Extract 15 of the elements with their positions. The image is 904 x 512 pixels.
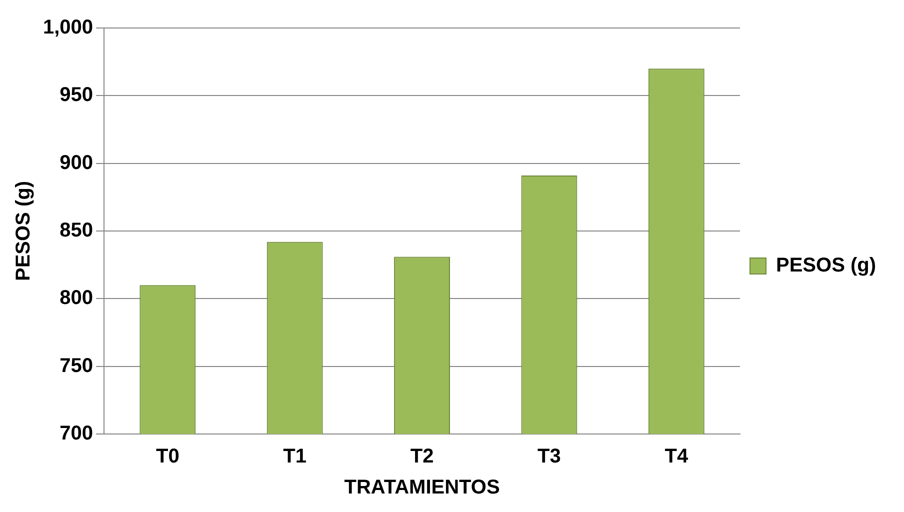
x-tick-label: T1	[283, 446, 307, 468]
y-tick-label: 750	[60, 354, 94, 377]
y-tick-label: 900	[60, 152, 94, 174]
y-tick-label: 850	[60, 220, 94, 242]
y-tick-label: 700	[60, 422, 94, 445]
y-tick-label: 1,000	[42, 16, 94, 39]
x-tick-label: T2	[410, 446, 434, 468]
y-tick-label: 800	[60, 287, 94, 310]
legend-label: PESOS (g)	[776, 254, 876, 277]
x-axis-title: TRATAMIENTOS	[344, 476, 500, 499]
x-tick-label: T4	[664, 446, 689, 468]
y-tick-label: 950	[60, 84, 94, 106]
x-tick-label: T3	[538, 446, 561, 468]
y-axis-title: PESOS (g)	[12, 180, 35, 282]
x-tick-label: T0	[156, 446, 180, 468]
